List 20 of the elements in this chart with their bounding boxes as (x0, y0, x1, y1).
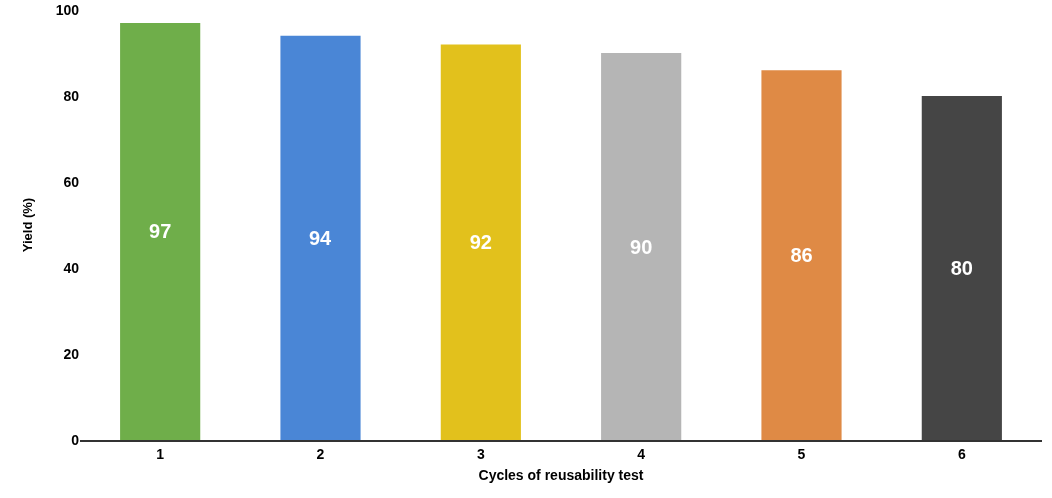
x-tick-label: 3 (476, 445, 485, 462)
data-label: 80 (950, 257, 973, 279)
data-label: 92 (469, 231, 492, 254)
x-tick-label: 1 (156, 445, 165, 462)
x-tick-label: 4 (637, 445, 646, 462)
y-tick-label: 100 (55, 1, 80, 18)
x-axis-title: Cycles of reusability test (478, 467, 644, 484)
x-tick-label: 5 (797, 445, 806, 462)
y-tick-label: 40 (63, 259, 80, 276)
x-tick-label: 2 (316, 445, 325, 462)
data-label: 97 (149, 220, 172, 243)
data-label: 94 (308, 226, 333, 249)
y-tick-label: 80 (63, 87, 80, 104)
y-axis-title: Yield (%) (19, 197, 35, 253)
y-tick-label: 20 (63, 345, 80, 362)
y-tick-label: 60 (63, 173, 80, 190)
y-tick-label: 0 (71, 431, 80, 448)
data-label: 90 (630, 235, 653, 258)
data-label: 86 (790, 244, 813, 267)
x-tick-label: 6 (957, 445, 966, 462)
